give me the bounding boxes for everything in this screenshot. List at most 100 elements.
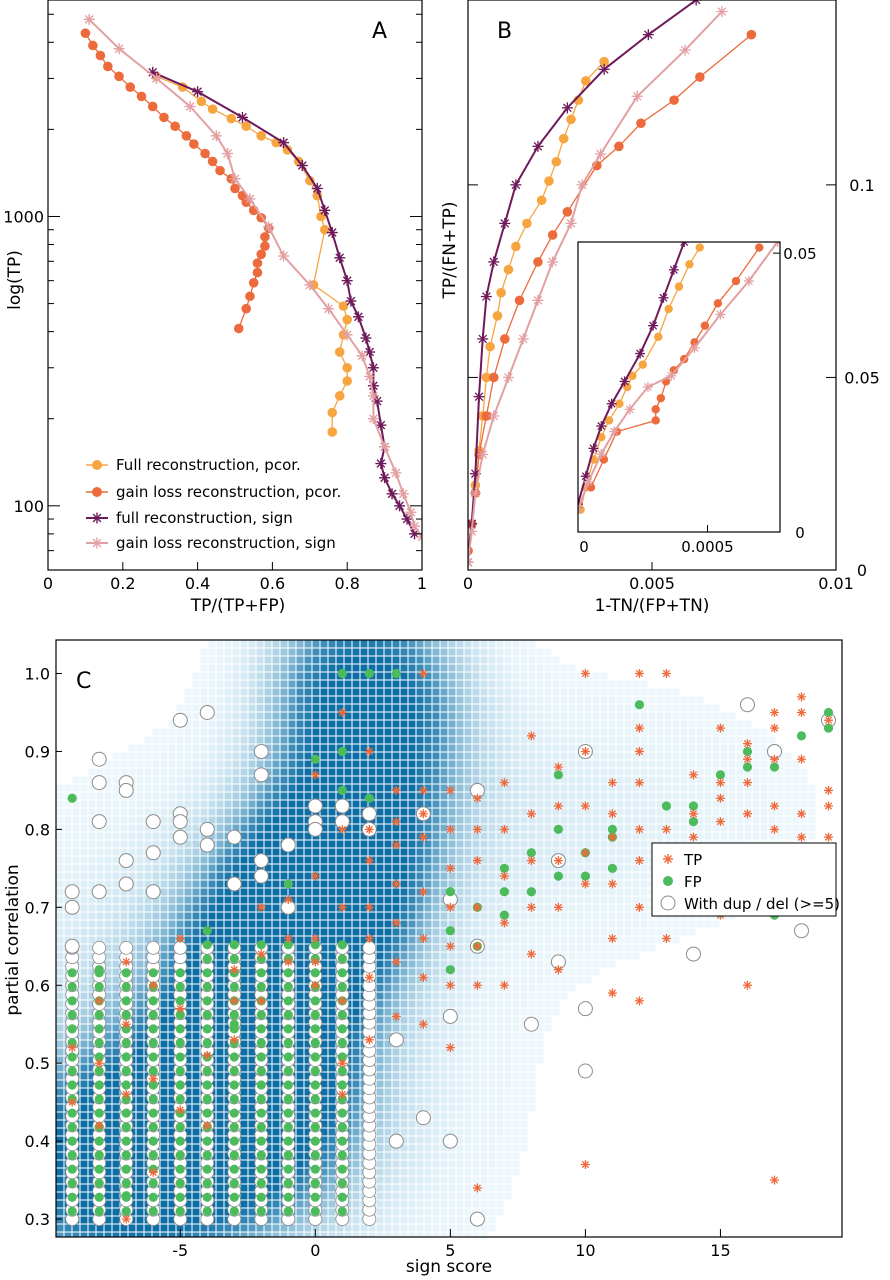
density-cell [88, 896, 96, 904]
density-cell [192, 1096, 200, 1104]
density-cell [520, 968, 528, 976]
density-cell [472, 976, 480, 984]
density-cell [320, 1016, 328, 1024]
density-cell [352, 680, 360, 688]
density-cell [424, 848, 432, 856]
density-cell [256, 640, 264, 648]
density-cell [432, 1208, 440, 1216]
density-cell [272, 1064, 280, 1072]
data-point [311, 182, 323, 194]
density-cell [448, 640, 456, 648]
density-cell [136, 1104, 144, 1112]
density-cell [480, 720, 488, 728]
density-cell [192, 880, 200, 888]
density-cell [408, 816, 416, 824]
density-cell [496, 752, 504, 760]
density-cell [192, 1216, 200, 1224]
density-cell [424, 640, 432, 648]
density-cell [264, 1016, 272, 1024]
density-cell [504, 664, 512, 672]
density-cell [264, 824, 272, 832]
density-cell [352, 1216, 360, 1224]
density-cell [528, 648, 536, 656]
density-cell [584, 704, 592, 712]
density-cell [304, 1024, 312, 1032]
density-cell [168, 1024, 176, 1032]
density-cell [344, 928, 352, 936]
density-cell [72, 800, 80, 808]
density-cell [136, 960, 144, 968]
density-cell [128, 920, 136, 928]
density-cell [512, 1096, 520, 1104]
density-cell [456, 1176, 464, 1184]
density-cell [160, 952, 168, 960]
density-cell [560, 688, 568, 696]
density-cell [112, 1048, 120, 1056]
density-cell [312, 920, 320, 928]
density-cell [448, 1000, 456, 1008]
density-cell [80, 888, 88, 896]
density-cell [448, 1064, 456, 1072]
density-cell [544, 816, 552, 824]
density-cell [560, 864, 568, 872]
density-cell [568, 856, 576, 864]
density-cell [80, 1184, 88, 1192]
density-cell [480, 936, 488, 944]
density-cell [176, 920, 184, 928]
density-cell [456, 960, 464, 968]
density-cell [480, 896, 488, 904]
density-cell [168, 888, 176, 896]
density-cell [80, 1064, 88, 1072]
density-cell [208, 808, 216, 816]
density-cell [272, 792, 280, 800]
density-cell [432, 672, 440, 680]
density-cell [200, 904, 208, 912]
density-cell [544, 704, 552, 712]
density-cell [464, 864, 472, 872]
density-cell [384, 960, 392, 968]
density-cell [448, 856, 456, 864]
density-cell [256, 784, 264, 792]
density-cell [112, 760, 120, 768]
density-cell [480, 928, 488, 936]
density-cell [208, 888, 216, 896]
density-cell [384, 776, 392, 784]
density-cell [496, 1104, 504, 1112]
density-cell [264, 776, 272, 784]
density-cell [376, 1072, 384, 1080]
density-cell [144, 832, 152, 840]
density-cell [168, 1184, 176, 1192]
density-cell [512, 904, 520, 912]
density-cell [136, 944, 144, 952]
density-cell [416, 960, 424, 968]
density-cell [472, 768, 480, 776]
density-cell [56, 1048, 64, 1056]
density-cell [536, 880, 544, 888]
density-cell [88, 984, 96, 992]
density-cell [512, 864, 520, 872]
density-cell [384, 808, 392, 816]
density-cell [320, 688, 328, 696]
density-cell [136, 768, 144, 776]
density-cell [248, 728, 256, 736]
density-cell [328, 680, 336, 688]
density-cell [280, 872, 288, 880]
density-cell [296, 1128, 304, 1136]
density-cell [576, 880, 584, 888]
density-cell [88, 1008, 96, 1016]
density-cell [384, 944, 392, 952]
density-cell [424, 648, 432, 656]
density-cell [80, 824, 88, 832]
density-cell [400, 1184, 408, 1192]
density-cell [360, 848, 368, 856]
density-cell [456, 968, 464, 976]
density-cell [400, 1016, 408, 1024]
density-cell [400, 1024, 408, 1032]
density-cell [568, 888, 576, 896]
density-cell [384, 1096, 392, 1104]
density-cell [392, 928, 400, 936]
density-cell [544, 784, 552, 792]
density-cell [504, 1032, 512, 1040]
density-cell [552, 840, 560, 848]
density-cell [416, 800, 424, 808]
